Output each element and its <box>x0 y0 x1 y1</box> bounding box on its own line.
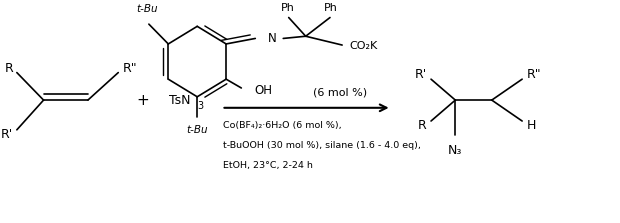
Text: (6 mol %): (6 mol %) <box>312 87 367 97</box>
Text: R": R" <box>526 68 541 81</box>
Text: TsN: TsN <box>169 94 190 107</box>
Text: R': R' <box>415 68 427 81</box>
Text: R: R <box>4 62 13 75</box>
Text: R': R' <box>1 128 13 141</box>
Text: t-BuOOH (30 mol %), silane (1.6 - 4.0 eq),: t-BuOOH (30 mol %), silane (1.6 - 4.0 eq… <box>223 141 421 150</box>
Text: t-Bu: t-Bu <box>187 125 208 135</box>
Text: R: R <box>418 119 427 132</box>
Text: 3: 3 <box>197 101 203 111</box>
Text: H: H <box>527 119 536 132</box>
Text: OH: OH <box>255 84 273 97</box>
Text: N₃: N₃ <box>448 144 463 157</box>
Text: N: N <box>268 32 277 45</box>
Text: CO₂K: CO₂K <box>350 41 378 51</box>
Text: +: + <box>136 93 149 107</box>
Text: Ph: Ph <box>280 3 294 13</box>
Text: EtOH, 23°C, 2-24 h: EtOH, 23°C, 2-24 h <box>223 161 313 169</box>
Text: Ph: Ph <box>324 3 338 13</box>
Text: t-Bu: t-Bu <box>136 4 158 14</box>
Text: Co(BF₄)₂·6H₂O (6 mol %),: Co(BF₄)₂·6H₂O (6 mol %), <box>223 121 342 130</box>
Text: R": R" <box>123 62 137 75</box>
